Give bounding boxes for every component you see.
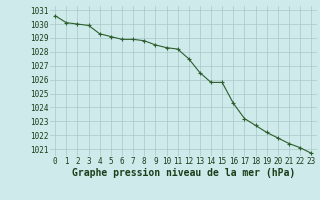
X-axis label: Graphe pression niveau de la mer (hPa): Graphe pression niveau de la mer (hPa)	[72, 168, 295, 178]
